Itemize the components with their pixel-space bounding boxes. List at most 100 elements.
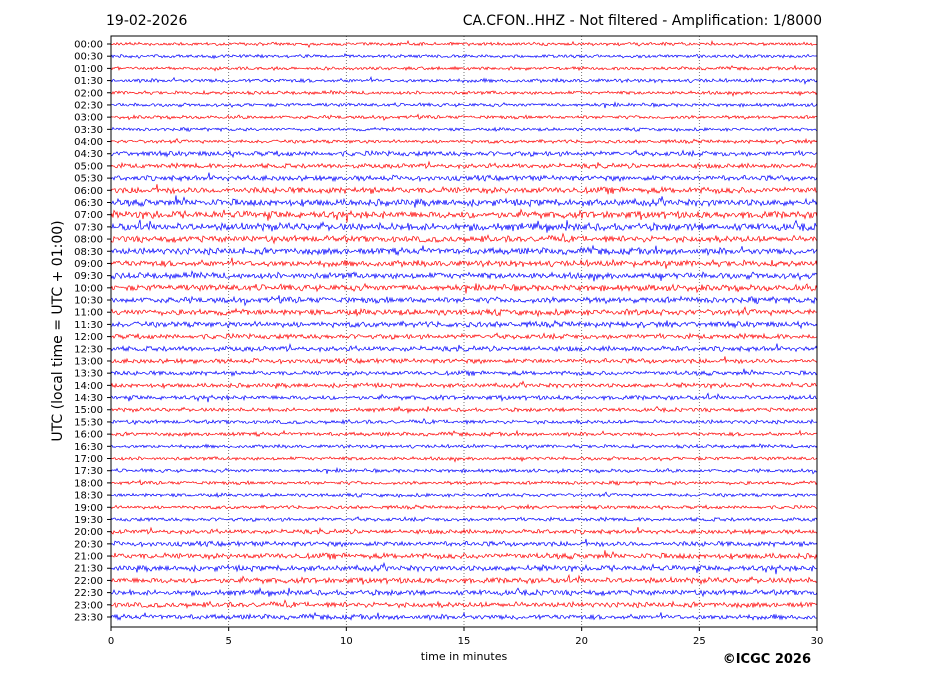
y-tick-label: 07:00 [74,210,103,221]
trace-row [110,380,818,390]
y-tick-label: 03:00 [74,113,103,124]
x-tick-label: 15 [458,636,471,647]
y-tick-label: 04:30 [74,149,103,160]
trace-row [110,270,818,282]
y-tick-label: 15:30 [74,417,103,428]
plot-frame [110,35,818,628]
trace-row [110,295,818,307]
y-tick-label: 18:00 [74,478,103,489]
y-tick-label: 06:30 [74,198,103,209]
x-tick-label: 20 [575,636,588,647]
y-tick-label: 05:30 [74,174,103,185]
y-tick-label: 11:30 [74,320,103,331]
y-tick-label: 17:30 [74,466,103,477]
chart-title: CA.CFON..HHZ - Not filtered - Amplificat… [463,13,822,29]
trace-row [110,538,818,548]
y-tick-label: 13:00 [74,356,103,367]
y-tick-label: 23:30 [74,613,103,624]
trace-row [110,53,818,60]
x-tick-label: 5 [225,636,231,647]
trace-row [110,356,818,365]
trace-row [110,172,818,183]
trace-row [110,392,818,403]
y-tick-label: 22:30 [74,588,103,599]
y-tick-label: 23:00 [74,600,103,611]
trace-row [110,368,818,377]
y-tick-label: 19:30 [74,515,103,526]
x-tick-label: 25 [693,636,706,647]
trace-row [110,491,818,499]
y-tick-label: 14:30 [74,393,103,404]
trace-row [110,75,818,85]
y-tick-label: 16:00 [74,430,103,441]
trace-row [110,332,818,341]
y-tick-label: 10:00 [74,283,103,294]
y-tick-label: 21:00 [74,552,103,563]
trace-row [110,319,818,330]
trace-row [110,343,818,353]
y-tick-label: 10:30 [74,296,103,307]
trace-row [110,561,818,575]
trace-row [110,113,818,121]
trace-row [110,149,818,159]
y-tick-label: 21:30 [74,564,103,575]
x-tick-label: 0 [108,636,114,647]
y-tick-label: 11:00 [74,308,103,319]
y-tick-label: 13:30 [74,369,103,380]
y-tick-label: 14:00 [74,381,103,392]
trace-row [110,160,818,170]
y-tick-label: 03:30 [74,125,103,136]
y-tick-label: 01:30 [74,76,103,87]
y-tick-label: 12:30 [74,344,103,355]
trace-row [110,503,818,511]
y-tick-label: 00:00 [74,40,103,51]
x-tick-label: 30 [811,636,824,647]
trace-row [110,516,818,523]
trace-row [110,219,818,233]
trace-row [110,550,818,561]
trace-row [110,526,818,536]
trace-row [110,443,818,451]
trace-row [110,599,818,609]
y-tick-label: 18:30 [74,491,103,502]
y-tick-label: 22:00 [74,576,103,587]
y-tick-label: 02:00 [74,88,103,99]
y-tick-label: 09:30 [74,271,103,282]
y-tick-label: 06:00 [74,186,103,197]
trace-row [110,257,818,269]
trace-row [110,195,818,208]
y-tick-label: 02:30 [74,100,103,111]
y-tick-label: 00:30 [74,52,103,63]
grid-lines [228,36,700,627]
trace-row [110,89,818,98]
trace-row [110,244,818,257]
trace-row [110,137,818,145]
trace-row [110,232,818,245]
trace-row [110,405,818,415]
trace-row [110,611,818,621]
y-tick-label: 04:00 [74,137,103,148]
y-tick-label: 08:00 [74,235,103,246]
y-tick-label: 01:00 [74,64,103,75]
trace-row [110,64,818,72]
trace-row [110,429,818,438]
y-axis-label: UTC (local time = UTC + 01:00) [50,220,66,441]
y-tick-label: 19:00 [74,503,103,514]
y-tick-label: 20:00 [74,527,103,538]
trace-row [110,417,818,426]
trace-row [110,306,818,318]
y-tick-label: 07:30 [74,222,103,233]
copyright: ©ICGC 2026 [723,652,811,667]
y-tick-label: 15:00 [74,405,103,416]
trace-row [110,455,818,463]
trace-row [110,126,818,133]
trace-row [110,586,818,598]
y-tick-label: 17:00 [74,454,103,465]
trace-row [110,282,818,294]
x-axis-ticks: 0 5 10 15 20 25 30 [108,627,824,647]
trace-row [110,573,818,586]
trace-row [110,466,818,475]
y-tick-label: 09:00 [74,259,103,270]
